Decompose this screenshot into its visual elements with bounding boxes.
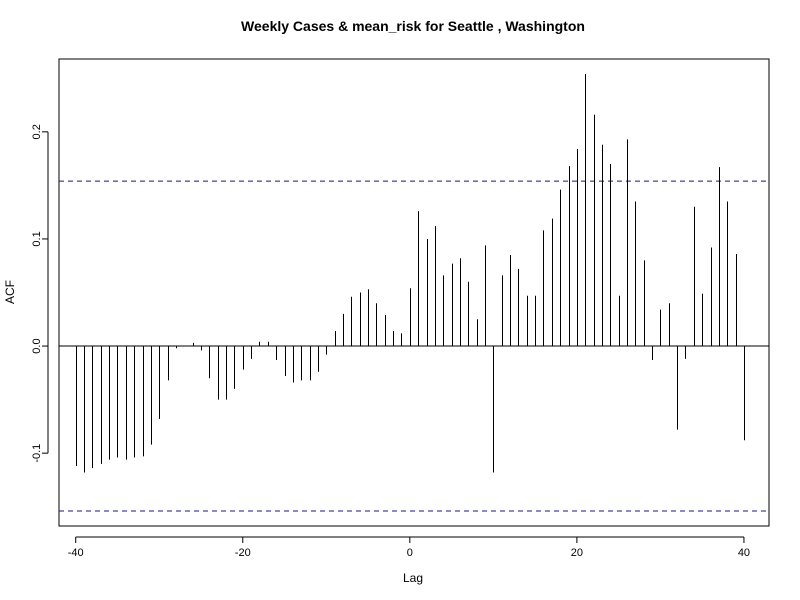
chart-title: Weekly Cases & mean_risk for Seattle , W… [241,18,585,34]
y-tick-label: 0.1 [31,231,43,246]
x-tick-label: 40 [738,547,750,559]
x-tick-label: 0 [407,547,413,559]
y-tick-label: 0.2 [31,124,43,139]
y-tick-label: -0.1 [31,444,43,463]
y-axis-label: ACF [3,280,17,304]
plot-frame [58,58,770,527]
y-tick-label: 0.0 [31,338,43,353]
x-tick-label: 20 [571,547,583,559]
x-tick-label: -20 [235,547,251,559]
x-tick-label: -40 [68,547,84,559]
x-axis-label: Lag [403,571,423,585]
